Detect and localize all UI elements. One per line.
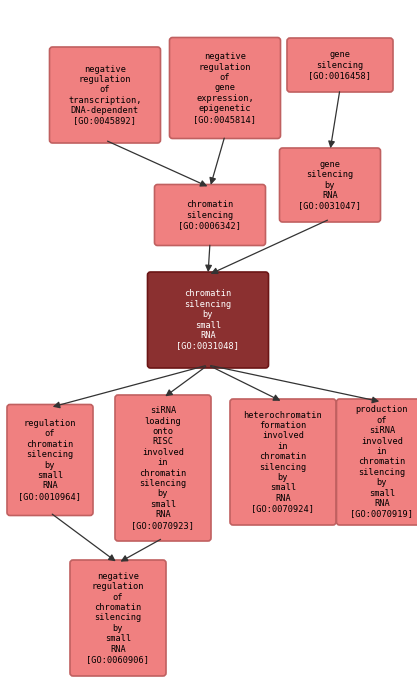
Text: negative
regulation
of
chromatin
silencing
by
small
RNA
[GO:0060906]: negative regulation of chromatin silenci… <box>86 572 150 664</box>
Text: negative
regulation
of
transcription,
DNA-dependent
[GO:0045892]: negative regulation of transcription, DN… <box>68 64 142 126</box>
FancyBboxPatch shape <box>50 47 161 143</box>
Text: heterochromatin
formation
involved
in
chromatin
silencing
by
small
RNA
[GO:00709: heterochromatin formation involved in ch… <box>244 410 322 513</box>
Text: chromatin
silencing
[GO:0006342]: chromatin silencing [GO:0006342] <box>178 200 241 230</box>
FancyBboxPatch shape <box>230 399 336 525</box>
FancyBboxPatch shape <box>287 38 393 92</box>
Text: production
of
siRNA
involved
in
chromatin
silencing
by
small
RNA
[GO:0070919]: production of siRNA involved in chromati… <box>351 406 414 519</box>
Text: siRNA
loading
onto
RISC
involved
in
chromatin
silencing
by
small
RNA
[GO:0070923: siRNA loading onto RISC involved in chro… <box>131 406 194 530</box>
FancyBboxPatch shape <box>279 148 380 222</box>
FancyBboxPatch shape <box>337 399 417 525</box>
FancyBboxPatch shape <box>70 560 166 676</box>
Text: gene
silencing
by
RNA
[GO:0031047]: gene silencing by RNA [GO:0031047] <box>299 160 362 210</box>
FancyBboxPatch shape <box>7 405 93 516</box>
Text: negative
regulation
of
gene
expression,
epigenetic
[GO:0045814]: negative regulation of gene expression, … <box>193 52 256 124</box>
Text: gene
silencing
[GO:0016458]: gene silencing [GO:0016458] <box>309 50 372 80</box>
Text: regulation
of
chromatin
silencing
by
small
RNA
[GO:0010964]: regulation of chromatin silencing by sma… <box>18 419 81 501</box>
FancyBboxPatch shape <box>155 184 266 246</box>
Text: chromatin
silencing
by
small
RNA
[GO:0031048]: chromatin silencing by small RNA [GO:003… <box>176 290 239 350</box>
FancyBboxPatch shape <box>148 272 269 368</box>
FancyBboxPatch shape <box>169 38 281 138</box>
FancyBboxPatch shape <box>115 395 211 541</box>
